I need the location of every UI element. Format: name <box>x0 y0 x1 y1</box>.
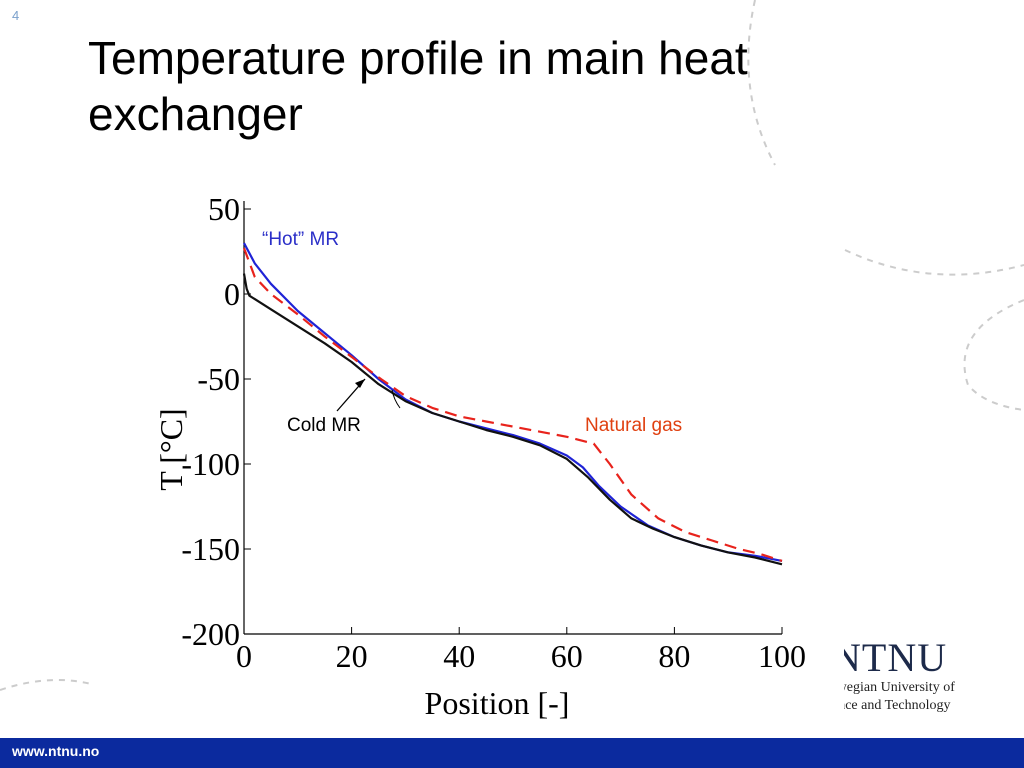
y-axis-label: T [°C] <box>153 408 189 490</box>
y-tick-label-1: 0 <box>224 276 240 312</box>
x-axis-label: Position [-] <box>425 685 570 721</box>
x-tick-label-5: 100 <box>758 638 806 674</box>
logo-text: NTNU <box>832 635 948 680</box>
temperature-chart: 0 20 40 60 80 100 50 0 -50 -100 -150 -200 Position [… <box>153 191 806 721</box>
ntnu-logo: NTNU rwegian University of ence and Tech… <box>832 638 1002 714</box>
slide-number: 4 <box>12 8 20 23</box>
x-tick-label-2: 40 <box>443 638 475 674</box>
chart-annotations: “Hot” MR Cold MR Natural gas <box>262 229 682 436</box>
y-tick-label-3: -100 <box>181 446 240 482</box>
series-line-cold-mr <box>242 273 783 566</box>
footer-bar: www.ntnu.no <box>0 738 1024 768</box>
cold-mr-arrowhead <box>355 379 365 388</box>
x-tick-label-4: 80 <box>658 638 690 674</box>
footer-url[interactable]: www.ntnu.no <box>12 743 100 759</box>
logo-subtitle-line1: rwegian University of <box>832 680 955 695</box>
chart-panel: 0 20 40 60 80 100 50 0 -50 -100 -150 -200 Position [… <box>92 182 844 738</box>
series-line-natural-gas <box>242 247 783 562</box>
annotation-natural-gas: Natural gas <box>585 415 682 436</box>
y-tick-label-5: -200 <box>181 616 240 652</box>
x-tick-label-0: 0 <box>236 638 252 674</box>
x-tick-label-3: 60 <box>551 638 583 674</box>
annotation-hot-mr: “Hot” MR <box>262 229 339 250</box>
annotation-cold-mr: Cold MR <box>287 415 361 436</box>
logo-subtitle-line2: ence and Technology <box>832 698 951 713</box>
slide-title: Temperature profile in main heat exchang… <box>88 32 748 140</box>
y-tick-label-2: -50 <box>197 361 240 397</box>
chart-series <box>242 242 783 566</box>
natural-gas-pointer <box>391 389 401 409</box>
chart-axes: 0 20 40 60 80 100 50 0 -50 -100 -150 -200 Position [… <box>153 191 806 721</box>
y-tick-label-4: -150 <box>181 531 240 567</box>
y-tick-label-0: 50 <box>208 191 240 227</box>
series-line-hot-mr <box>243 242 783 562</box>
x-tick-label-1: 20 <box>336 638 368 674</box>
